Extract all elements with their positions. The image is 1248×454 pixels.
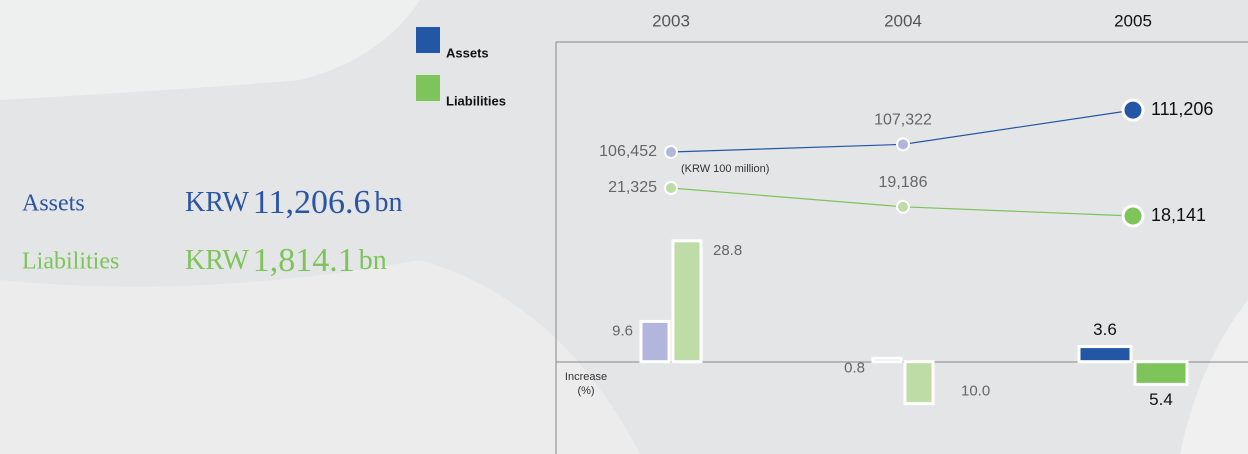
point (896, 199, 910, 214)
y-axis-label: Increase (%) (564, 371, 608, 397)
point (664, 180, 678, 195)
bar (639, 319, 671, 364)
data-label: 0.8 (844, 359, 865, 376)
summary-value: KRW 11,206.6 bn (185, 184, 403, 221)
data-label: 5.4 (1149, 390, 1173, 409)
bar (1077, 345, 1133, 364)
summary-label: Liabilities (22, 249, 119, 275)
x-tick-label: 2003 (652, 11, 690, 30)
data-label: 3.6 (1093, 320, 1117, 339)
bar (671, 239, 703, 364)
data-label: 9.6 (612, 322, 633, 339)
data-label: 21,325 (608, 179, 657, 196)
data-label: 18,141 (1151, 205, 1206, 225)
bar (871, 356, 903, 364)
data-label: 10.0 (961, 383, 990, 400)
currency: KRW (185, 187, 249, 218)
unit: bn (375, 187, 403, 218)
legend-label: Liabilities (446, 93, 506, 108)
annotation: (KRW 100 million) (681, 163, 769, 175)
summary-label: Assets (22, 191, 85, 217)
map-shape (0, 0, 420, 100)
currency: KRW (185, 245, 249, 276)
point (664, 145, 678, 160)
summary-value: KRW 1,814.1 bn (185, 242, 387, 279)
x-tick-label: 2004 (884, 11, 922, 30)
legend-swatch (416, 75, 440, 101)
amount: 11,206.6 (253, 184, 371, 221)
unit: bn (359, 245, 387, 276)
data-label: 106,452 (599, 143, 657, 160)
amount: 1,814.1 (253, 242, 355, 279)
data-label: 111,206 (1151, 99, 1213, 119)
data-label: 107,322 (874, 112, 932, 129)
data-label: 19,186 (879, 174, 928, 191)
map-shape (0, 260, 640, 454)
bar (1133, 360, 1189, 386)
point (1121, 98, 1145, 122)
data-label: 28.8 (713, 242, 742, 259)
bar (903, 360, 935, 406)
point (896, 137, 910, 152)
legend-swatch (416, 27, 440, 53)
map-shape (1180, 300, 1248, 454)
legend-label: Assets (446, 45, 489, 60)
x-tick-label: 2005 (1114, 11, 1152, 30)
point (1121, 204, 1145, 228)
